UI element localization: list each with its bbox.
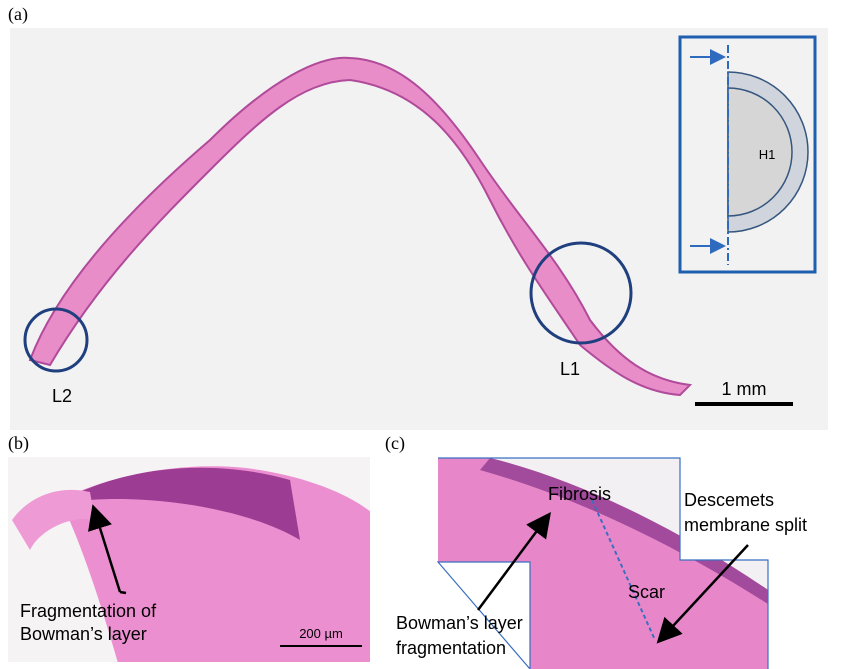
inset-label: H1 [759,147,776,162]
region-label: L2 [52,386,72,406]
annotation: Descemets [684,490,774,510]
page: (a) L2 L1 1 mm H1 (b) Fragmentation of B… [0,0,841,669]
annotation: Bowman’s layer [396,613,523,633]
annotation: Fibrosis [548,484,611,504]
scale-bar-label: 200 µm [299,626,343,641]
annotation: fragmentation [396,638,506,658]
region-label: L1 [560,359,580,379]
panel-label: (a) [8,4,28,25]
annotation: Fragmentation of [20,601,157,621]
scale-bar-label: 1 mm [722,379,767,399]
panel-label: (b) [8,433,29,454]
annotation: membrane split [684,515,807,535]
arrow [120,592,126,593]
panel-label: (c) [385,433,405,454]
figure: (a) L2 L1 1 mm H1 (b) Fragmentation of B… [0,0,841,669]
annotation: Bowman’s layer [20,624,147,644]
annotation: Scar [628,582,665,602]
